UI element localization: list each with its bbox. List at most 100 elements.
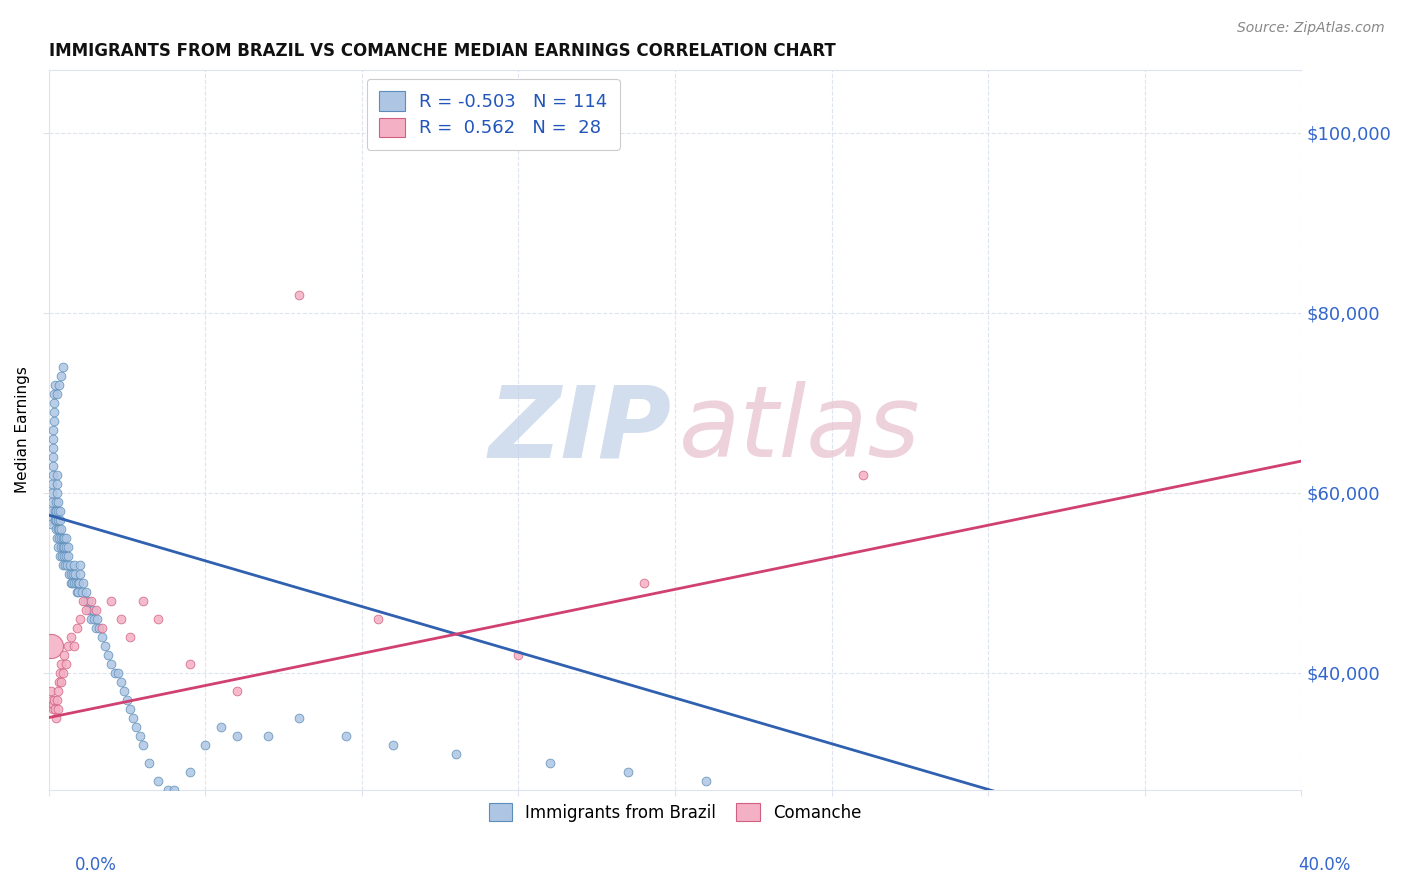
Point: [39, 503, 62, 517]
Point: [51, 549, 73, 563]
Point: [42, 423, 65, 437]
Point: [52, 531, 75, 545]
Point: [48, 522, 70, 536]
Point: [44, 503, 66, 517]
Point: [44, 513, 66, 527]
Point: [209, 720, 232, 734]
Point: [55, 540, 77, 554]
Point: [53, 558, 76, 572]
Point: [53, 531, 76, 545]
Point: [288, 710, 311, 724]
Point: [225, 729, 247, 743]
Point: [55, 558, 77, 572]
Point: [120, 630, 142, 644]
Point: [48, 531, 70, 545]
Point: [148, 773, 170, 788]
Point: [79, 602, 101, 616]
Point: [42, 404, 65, 418]
Point: [45, 467, 67, 482]
Point: [45, 692, 67, 706]
Point: [100, 593, 122, 607]
Point: [83, 611, 105, 625]
Point: [51, 531, 73, 545]
Point: [67, 584, 90, 599]
Point: [39, 683, 62, 698]
Point: [695, 773, 717, 788]
Point: [59, 575, 82, 590]
Point: [115, 692, 138, 706]
Point: [65, 566, 87, 581]
Point: [125, 720, 148, 734]
Point: [44, 692, 66, 706]
Point: [42, 450, 65, 464]
Point: [55, 657, 77, 671]
Point: [538, 756, 561, 770]
Point: [131, 593, 153, 607]
Point: [69, 558, 91, 572]
Point: [110, 611, 132, 625]
Point: [58, 566, 80, 581]
Point: [62, 558, 84, 572]
Point: [48, 540, 70, 554]
Point: [45, 513, 67, 527]
Point: [82, 602, 104, 616]
Point: [617, 764, 640, 779]
Point: [41, 692, 63, 706]
Point: [120, 701, 142, 715]
Point: [49, 674, 72, 689]
Point: [75, 584, 97, 599]
Point: [45, 503, 67, 517]
Point: [52, 558, 75, 572]
Text: atlas: atlas: [679, 381, 921, 478]
Point: [45, 710, 67, 724]
Point: [72, 593, 94, 607]
Point: [41, 476, 63, 491]
Point: [45, 494, 67, 508]
Point: [69, 566, 91, 581]
Point: [80, 611, 103, 625]
Text: 40.0%: 40.0%: [1298, 855, 1351, 873]
Point: [508, 648, 530, 662]
Point: [225, 683, 247, 698]
Point: [112, 683, 135, 698]
Point: [103, 665, 125, 680]
Point: [48, 674, 70, 689]
Point: [75, 602, 97, 616]
Point: [63, 575, 86, 590]
Point: [72, 575, 94, 590]
Point: [41, 485, 63, 500]
Point: [41, 701, 63, 715]
Text: 0.0%: 0.0%: [75, 855, 117, 873]
Point: [62, 639, 84, 653]
Point: [65, 575, 87, 590]
Point: [60, 566, 83, 581]
Point: [46, 683, 69, 698]
Point: [66, 575, 89, 590]
Point: [49, 549, 72, 563]
Point: [42, 697, 65, 711]
Point: [66, 621, 89, 635]
Point: [128, 729, 150, 743]
Point: [51, 522, 73, 536]
Point: [49, 368, 72, 383]
Point: [156, 782, 179, 797]
Point: [107, 665, 129, 680]
Point: [194, 738, 217, 752]
Point: [46, 531, 69, 545]
Point: [46, 494, 69, 508]
Point: [69, 611, 91, 625]
Point: [86, 611, 108, 625]
Point: [49, 540, 72, 554]
Point: [138, 756, 160, 770]
Point: [257, 729, 280, 743]
Point: [44, 395, 66, 409]
Point: [179, 764, 201, 779]
Point: [52, 359, 75, 374]
Point: [97, 648, 120, 662]
Text: ZIP: ZIP: [488, 381, 671, 478]
Point: [62, 566, 84, 581]
Point: [44, 701, 66, 715]
Point: [335, 729, 357, 743]
Point: [852, 467, 875, 482]
Point: [45, 485, 67, 500]
